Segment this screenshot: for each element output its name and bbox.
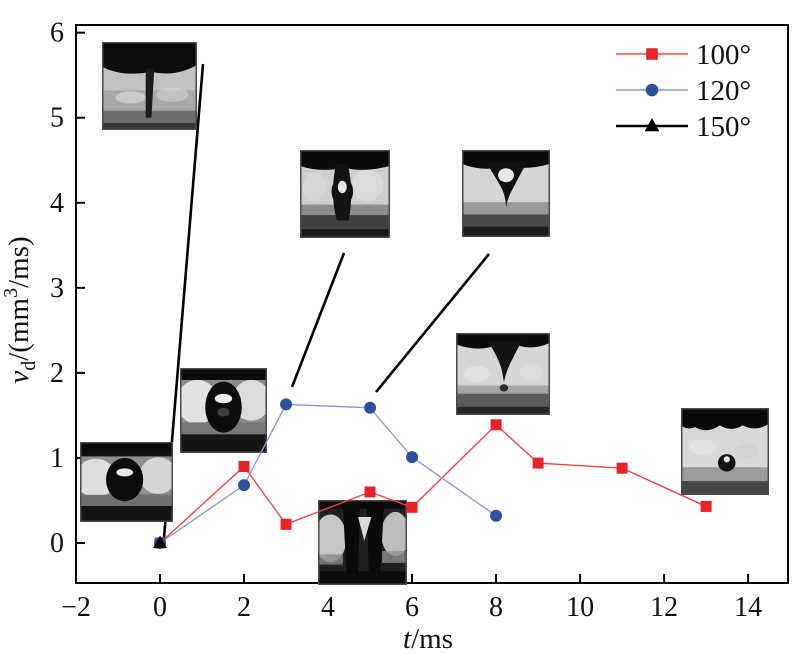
marker-circle (406, 451, 419, 464)
legend-item-120deg: 120° (616, 75, 751, 107)
leader-line (290, 252, 346, 388)
legend-label: 150° (696, 111, 751, 143)
marker-circle (645, 83, 659, 97)
inset-photo-border (456, 333, 550, 415)
x-tick-label: 10 (566, 592, 594, 623)
droplet-photo-detach (318, 500, 407, 585)
marker-circle (364, 401, 377, 414)
droplet-photo-ring-2 (80, 442, 173, 522)
droplet-photo-wire (102, 42, 197, 130)
inset-photo-border (180, 368, 267, 453)
x-tick-label: 0 (153, 592, 167, 623)
marker-circle (280, 398, 293, 411)
legend-item-150deg: 150° (616, 111, 751, 143)
legend-label: 120° (696, 75, 751, 107)
y-tick-label: 3 (50, 273, 64, 304)
plot-frame (75, 24, 789, 584)
series-150deg (153, 535, 168, 549)
y-tick-label: 2 (50, 358, 64, 389)
x-tick-label: 4 (321, 592, 335, 623)
inset-photo-border (318, 500, 407, 585)
droplet-photo-ball (681, 408, 769, 495)
y-tick-label: 4 (50, 188, 64, 219)
inset-photo-border (80, 442, 173, 522)
x-tick-label: −2 (61, 592, 91, 623)
y-tick-label: 5 (50, 103, 64, 134)
inset-photo-border (681, 408, 769, 495)
marker-square (616, 462, 628, 474)
y-tick-label: 0 (50, 528, 64, 559)
marker-square (700, 500, 712, 512)
x-tick-label: 6 (405, 592, 419, 623)
inset-photo-border (462, 150, 550, 237)
inset-photo-border (300, 150, 390, 238)
marker-square (646, 48, 658, 60)
leader-line (374, 253, 491, 393)
legend-label: 100° (696, 39, 751, 71)
series-100deg (154, 419, 712, 549)
marker-square (238, 460, 250, 472)
marker-square (490, 419, 502, 431)
marker-triangle (153, 535, 168, 549)
marker-square (406, 501, 418, 513)
series-line (159, 403, 497, 544)
legend-item-100deg: 100° (616, 39, 751, 71)
marker-circle (490, 509, 503, 522)
x-tick-label: 14 (734, 592, 762, 623)
marker-circle (238, 479, 251, 492)
marker-square (364, 486, 376, 498)
inset-photos (80, 42, 769, 585)
x-axis-title: t/ms (403, 623, 453, 654)
x-tick-label: 8 (489, 592, 503, 623)
droplet-photo-crater (456, 333, 550, 415)
droplet-photo-taper (462, 150, 550, 237)
marker-triangle (644, 118, 660, 132)
legend: 100° 120° 150° (616, 39, 751, 143)
x-tick-label: 12 (650, 592, 678, 623)
y-tick-label: 6 (50, 18, 64, 49)
y-axis-title: vd/(mm3/ms) (0, 236, 40, 383)
inset-photo-border (102, 42, 197, 130)
y-tick-label: 1 (50, 443, 64, 474)
droplet-photo-column (300, 150, 390, 238)
marker-square (532, 457, 544, 469)
droplet-photo-ring-1 (180, 368, 267, 453)
x-tick-label: 2 (237, 592, 251, 623)
leader-lines (162, 63, 491, 539)
marker-square (280, 518, 292, 530)
